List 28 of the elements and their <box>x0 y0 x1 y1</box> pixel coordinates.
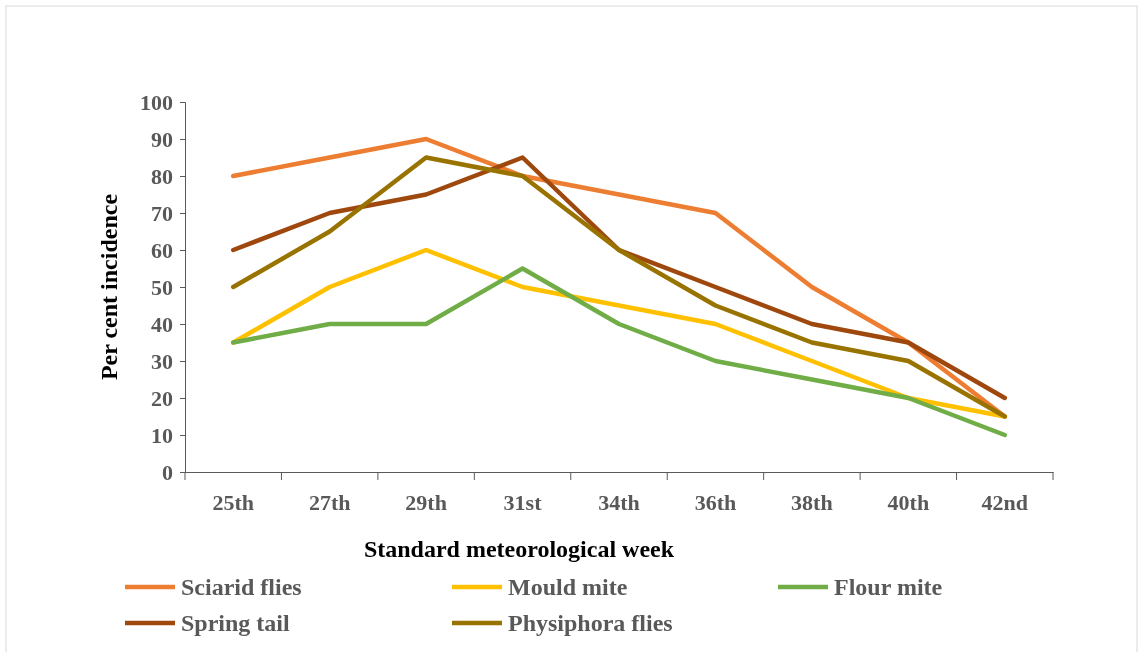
x-tick-label: 42nd <box>981 490 1029 516</box>
x-tick-label: 34th <box>598 490 640 516</box>
legend-label: Flour mite <box>834 574 943 600</box>
y-tick-label: 40 <box>151 311 173 337</box>
y-tick-label: 0 <box>162 459 173 485</box>
y-tick-label: 80 <box>151 163 173 189</box>
x-tick-label: 31st <box>503 490 543 516</box>
x-axis-title: Standard meteorological week <box>363 536 675 562</box>
line-series <box>230 266 1008 438</box>
x-tick-label: 25th <box>212 490 254 516</box>
y-axis-title: Per cent incidence <box>96 193 122 381</box>
legend-label: Physiphora flies <box>508 610 673 636</box>
x-tick-label: 40th <box>887 490 930 516</box>
x-tick-label: 29th <box>405 490 447 516</box>
y-tick-label: 50 <box>151 274 173 300</box>
y-tick-label: 70 <box>151 200 173 226</box>
x-tick-label: 36th <box>694 490 737 516</box>
legend-label: Sciarid flies <box>181 574 302 600</box>
y-tick-label: 20 <box>151 385 173 411</box>
x-tick-label: 27th <box>308 490 351 516</box>
x-tick-label: 38th <box>791 490 833 516</box>
y-tick-label: 10 <box>151 422 173 448</box>
legend-label: Spring tail <box>181 610 291 636</box>
y-tick-label: 30 <box>151 348 173 374</box>
legend-label: Mould mite <box>508 574 628 600</box>
y-tick-label: 100 <box>140 89 173 115</box>
y-tick-label: 90 <box>151 126 173 152</box>
y-tick-label: 60 <box>151 237 173 263</box>
